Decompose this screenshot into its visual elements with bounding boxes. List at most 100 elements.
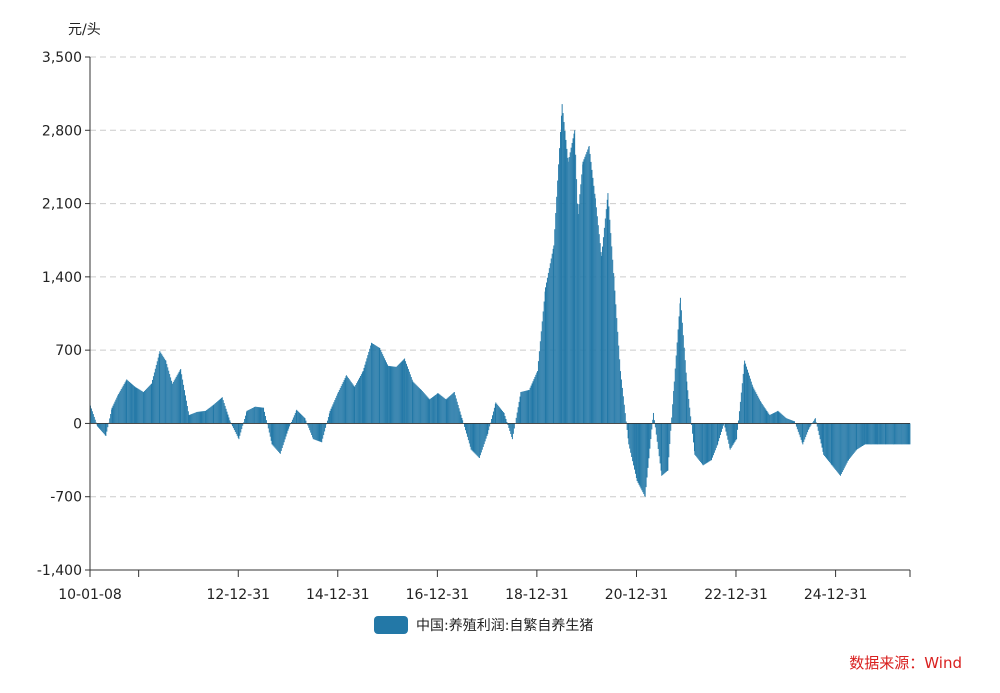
data-bar bbox=[296, 409, 298, 424]
data-bar bbox=[598, 234, 600, 424]
data-bar bbox=[242, 423, 244, 426]
data-bar bbox=[263, 407, 265, 424]
data-bar bbox=[283, 423, 285, 443]
data-bar bbox=[339, 388, 341, 424]
data-bar bbox=[616, 318, 618, 424]
data-bar bbox=[627, 423, 629, 439]
data-bar bbox=[454, 395, 456, 424]
data-bar bbox=[801, 423, 803, 443]
data-bar bbox=[435, 394, 437, 424]
legend[interactable]: 中国:养殖利润:自繁自养生猪 bbox=[374, 615, 593, 635]
data-bar bbox=[282, 423, 284, 446]
data-bar bbox=[173, 380, 175, 424]
data-bar bbox=[848, 423, 850, 459]
data-bar bbox=[444, 398, 446, 424]
data-bar bbox=[382, 354, 384, 424]
data-bar bbox=[250, 408, 252, 424]
data-bar bbox=[581, 174, 583, 424]
data-bar bbox=[707, 423, 709, 463]
data-bar bbox=[699, 423, 701, 461]
data-bar bbox=[507, 423, 509, 425]
data-bar bbox=[820, 423, 822, 444]
data-bar bbox=[571, 142, 573, 424]
data-bar bbox=[281, 423, 283, 449]
data-bar bbox=[123, 384, 125, 424]
data-bar bbox=[485, 423, 487, 439]
data-bar bbox=[660, 423, 662, 471]
data-bar bbox=[433, 395, 435, 424]
data-bar bbox=[321, 423, 323, 443]
data-bar bbox=[777, 410, 779, 424]
data-bar bbox=[583, 159, 585, 424]
data-bar bbox=[864, 423, 866, 445]
data-bar bbox=[525, 390, 527, 424]
data-bar bbox=[508, 423, 510, 428]
data-bar bbox=[761, 403, 763, 424]
data-bar bbox=[503, 412, 505, 424]
data-bar bbox=[775, 411, 777, 424]
data-bar bbox=[338, 390, 340, 424]
data-bar bbox=[402, 360, 404, 424]
data-bar bbox=[328, 413, 330, 424]
data-bar bbox=[491, 418, 493, 424]
data-bar bbox=[798, 423, 800, 435]
data-bar bbox=[488, 423, 490, 431]
data-bar bbox=[529, 387, 531, 424]
data-bar bbox=[819, 423, 821, 440]
data-bar bbox=[280, 423, 282, 451]
data-bar bbox=[769, 415, 771, 424]
data-bar bbox=[218, 400, 220, 424]
data-bar bbox=[107, 423, 109, 428]
data-bar bbox=[448, 396, 450, 424]
data-bar bbox=[735, 423, 737, 441]
data-bar bbox=[587, 149, 589, 424]
data-bar bbox=[785, 417, 787, 424]
data-bar bbox=[226, 411, 228, 424]
data-bar bbox=[550, 258, 552, 424]
data-bar bbox=[870, 423, 872, 445]
data-bar bbox=[852, 423, 854, 455]
data-bar bbox=[119, 390, 121, 424]
data-bar bbox=[609, 219, 611, 424]
data-bar bbox=[161, 354, 163, 424]
data-bar bbox=[816, 423, 818, 427]
data-bar bbox=[854, 423, 856, 452]
data-bar bbox=[248, 409, 250, 424]
data-bar bbox=[619, 359, 621, 424]
data-bar bbox=[589, 153, 591, 424]
data-bar bbox=[626, 423, 628, 430]
data-bar bbox=[676, 342, 678, 424]
data-bar bbox=[183, 384, 185, 424]
data-bar bbox=[479, 423, 481, 456]
data-bar bbox=[631, 423, 633, 457]
data-bar bbox=[277, 423, 279, 451]
data-bar bbox=[683, 347, 685, 424]
data-bar bbox=[170, 377, 172, 424]
data-bar bbox=[326, 420, 328, 424]
data-bar bbox=[192, 413, 194, 424]
data-bar bbox=[614, 290, 616, 424]
data-bar bbox=[741, 383, 743, 424]
data-bar bbox=[415, 384, 417, 424]
data-bar bbox=[407, 369, 409, 424]
data-bar bbox=[675, 355, 677, 424]
data-bar bbox=[193, 413, 195, 424]
data-bar bbox=[774, 412, 776, 424]
data-bar bbox=[236, 423, 238, 436]
data-bar bbox=[766, 411, 768, 424]
data-bar bbox=[499, 407, 501, 424]
data-bar bbox=[509, 423, 511, 431]
data-bar bbox=[187, 411, 189, 424]
x-tick-label: 20-12-31 bbox=[605, 587, 669, 603]
data-bar bbox=[602, 237, 604, 424]
data-bar bbox=[719, 423, 721, 439]
data-bar bbox=[620, 379, 622, 424]
data-bar bbox=[561, 104, 563, 424]
data-bar bbox=[582, 161, 584, 424]
data-bar bbox=[814, 418, 816, 424]
data-bar bbox=[342, 382, 344, 424]
data-bar bbox=[612, 259, 614, 424]
data-bar bbox=[588, 145, 590, 424]
data-bar bbox=[684, 360, 686, 424]
data-bar bbox=[493, 407, 495, 424]
